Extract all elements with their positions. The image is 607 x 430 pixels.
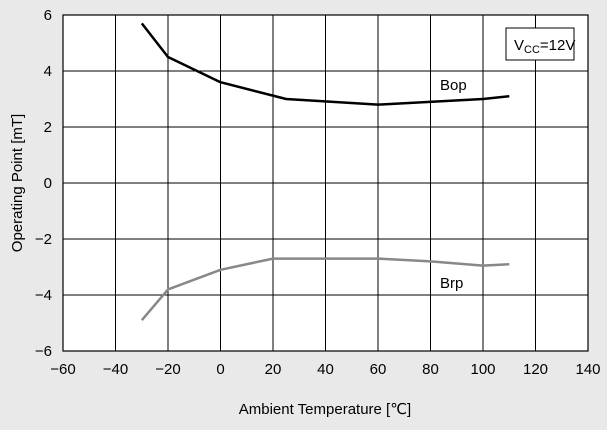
x-tick-label: 120 <box>523 361 548 378</box>
y-tick-label: 6 <box>44 7 52 24</box>
series-line-brp <box>140 257 510 322</box>
y-tick-label: 2 <box>44 119 52 136</box>
x-tick-label: −40 <box>103 361 128 378</box>
x-tick-label: 20 <box>265 361 282 378</box>
vcc-legend-box: VCC=12V <box>505 27 575 61</box>
y-tick-label: 0 <box>44 175 52 192</box>
series-group <box>140 22 510 322</box>
vcc-value: =12V <box>540 37 575 54</box>
plot-border <box>62 14 589 352</box>
y-tick-label: 4 <box>44 63 52 80</box>
legend-frame <box>505 27 575 61</box>
x-tick-label: −60 <box>50 361 75 378</box>
x-axis-label: Ambient Temperature [℃] <box>239 401 411 418</box>
x-tick-label: 60 <box>370 361 387 378</box>
series-label-bop: Bop <box>440 77 467 94</box>
series-label-brp: Brp <box>440 275 463 292</box>
x-tick-label: 100 <box>470 361 495 378</box>
y-tick-label: −6 <box>35 343 52 360</box>
y-tick-label: −2 <box>35 231 52 248</box>
vcc-v-text: V <box>514 37 524 54</box>
series-line-bop <box>140 22 510 106</box>
x-tick-label: −20 <box>155 361 180 378</box>
grid <box>63 15 588 351</box>
x-tick-label: 0 <box>216 361 224 378</box>
y-axis-label: Operating Point [mT] <box>9 114 26 252</box>
legend-text: VCC=12V <box>514 37 575 56</box>
y-tick-label: −4 <box>35 287 52 304</box>
x-tick-label: 80 <box>422 361 439 378</box>
x-tick-label: 40 <box>317 361 334 378</box>
vcc-subscript: CC <box>524 44 540 56</box>
x-tick-label: 140 <box>575 361 600 378</box>
